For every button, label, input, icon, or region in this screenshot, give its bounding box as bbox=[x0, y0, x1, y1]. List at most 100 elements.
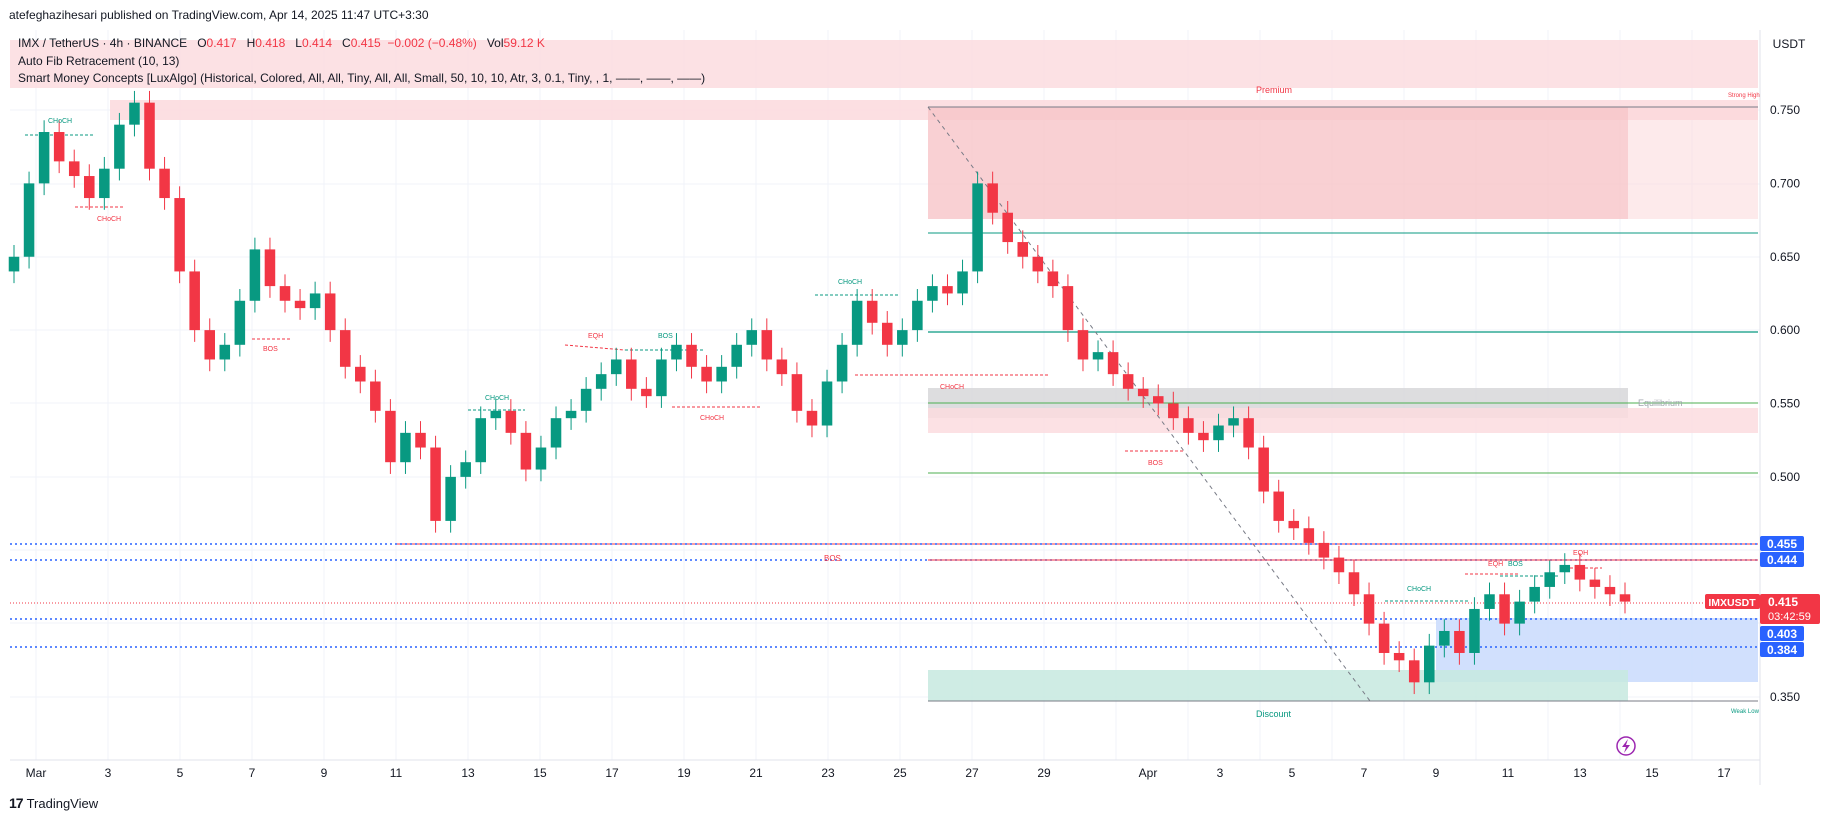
candle-body bbox=[595, 374, 607, 389]
indicator-smc[interactable]: Smart Money Concepts [LuxAlgo] (Historic… bbox=[18, 71, 706, 85]
candle-body bbox=[1062, 286, 1074, 331]
time-tick-label: 11 bbox=[1502, 766, 1515, 780]
strong-high-label: Strong High bbox=[1728, 93, 1760, 99]
candle-body bbox=[129, 102, 140, 125]
candle-body bbox=[68, 161, 80, 177]
candle-body bbox=[791, 374, 803, 411]
close-value: 0.415 bbox=[350, 36, 381, 50]
candle-body bbox=[1303, 528, 1315, 543]
symbol-title[interactable]: IMX / TetherUS · 4h · BINANCE bbox=[18, 36, 188, 50]
candle-body bbox=[912, 300, 923, 331]
volume-label: Vol bbox=[486, 36, 504, 50]
candle-body bbox=[1273, 491, 1284, 521]
time-tick-label: 23 bbox=[821, 766, 835, 780]
candle-body bbox=[430, 447, 441, 521]
level-lines bbox=[10, 543, 1758, 648]
price-tick-label: 0.700 bbox=[1770, 176, 1800, 190]
structure-label: CHoCH bbox=[700, 415, 724, 422]
candle-body bbox=[1243, 418, 1254, 448]
candle-body bbox=[671, 344, 682, 360]
close-label: C bbox=[342, 36, 351, 50]
candle-body bbox=[8, 256, 20, 272]
candle-body bbox=[445, 476, 456, 521]
candle-body bbox=[1077, 330, 1089, 360]
bearish-ob-lower bbox=[928, 408, 1758, 433]
candle-body bbox=[1213, 425, 1224, 441]
candle-body bbox=[249, 249, 261, 301]
time-tick-label: 3 bbox=[105, 766, 112, 780]
candle-body bbox=[1017, 242, 1029, 257]
candle-body bbox=[370, 381, 381, 411]
structure-label: EQH bbox=[588, 333, 603, 340]
lightning-icon[interactable] bbox=[1616, 736, 1636, 756]
candle-body bbox=[550, 418, 562, 448]
candle-body bbox=[1228, 418, 1239, 426]
low-value: 0.414 bbox=[301, 36, 333, 50]
candle-body bbox=[927, 286, 938, 301]
time-tick-label: 19 bbox=[677, 766, 691, 780]
footer-brand-label: TradingView bbox=[26, 795, 99, 811]
candle-body bbox=[1393, 652, 1405, 661]
candle-body bbox=[1574, 564, 1586, 580]
indicator-fib[interactable]: Auto Fib Retracement (10, 13) bbox=[18, 53, 180, 68]
candle-body bbox=[1454, 630, 1465, 653]
candle-body bbox=[309, 293, 321, 309]
high-value: 0.418 bbox=[255, 36, 286, 50]
time-tick-label: 5 bbox=[177, 766, 184, 780]
time-tick-label: 27 bbox=[965, 766, 979, 780]
price-tick-label: 0.500 bbox=[1770, 470, 1800, 484]
candle-body bbox=[851, 300, 863, 345]
structure-label: CHoCH bbox=[838, 279, 862, 286]
candle-body bbox=[505, 410, 517, 433]
candle-body bbox=[1333, 557, 1345, 573]
price-axis[interactable]: 0.750 0.700 0.650 0.600 0.550 0.500 0.350 bbox=[1770, 103, 1800, 704]
candle-body bbox=[1318, 542, 1330, 558]
candle-body bbox=[1258, 447, 1269, 492]
candle-body bbox=[460, 462, 471, 477]
candle-body bbox=[1047, 271, 1059, 287]
candle-body bbox=[355, 366, 366, 382]
weak-low-label: Weak Low bbox=[1731, 709, 1760, 715]
symbol-row[interactable]: IMX / TetherUS · 4h · BINANCE O0.417 H0.… bbox=[18, 35, 705, 53]
time-tick-label: 21 bbox=[749, 766, 763, 780]
time-axis[interactable]: Mar 3 5 7 9 11 13 15 17 19 21 23 25 27 29 Apr 3 5 7 9 11 13 15… bbox=[26, 766, 1731, 780]
candle-body bbox=[1544, 572, 1555, 587]
candle-body bbox=[1529, 586, 1540, 602]
candle-body bbox=[204, 330, 215, 360]
candle-body bbox=[641, 388, 652, 397]
candle-body bbox=[1604, 586, 1616, 595]
last-price: 0.415 bbox=[1768, 595, 1798, 609]
candle-body bbox=[1092, 352, 1104, 360]
candle-body bbox=[159, 168, 170, 199]
candle-body bbox=[189, 271, 200, 331]
candle-body bbox=[520, 432, 532, 470]
structure-label: CHoCH bbox=[97, 216, 121, 223]
candle-body bbox=[1198, 432, 1209, 441]
change-value: −0.002 (−0.48%) bbox=[387, 36, 477, 50]
price-tick-label: 0.750 bbox=[1770, 103, 1800, 117]
time-tick-label: Mar bbox=[26, 766, 47, 780]
footer-brand[interactable]: 17 TradingView bbox=[9, 795, 98, 811]
currency-button[interactable]: USDT bbox=[1772, 37, 1806, 51]
candle-body bbox=[1439, 630, 1450, 646]
symbol-tag: IMXUSDT bbox=[1708, 597, 1756, 609]
discount-zone bbox=[928, 670, 1628, 701]
candle-body bbox=[701, 366, 712, 382]
candle-body bbox=[490, 410, 502, 419]
time-tick-label: 9 bbox=[321, 766, 328, 780]
time-tick-label: 7 bbox=[249, 766, 256, 780]
candle-body bbox=[1183, 418, 1194, 433]
time-tick-label: 29 bbox=[1037, 766, 1051, 780]
candle-body bbox=[1378, 623, 1390, 653]
candle-body bbox=[1107, 352, 1119, 375]
price-tick-label: 0.600 bbox=[1770, 323, 1800, 337]
time-tick-label: 15 bbox=[533, 766, 547, 780]
time-tick-label: Apr bbox=[1139, 766, 1158, 780]
candle-body bbox=[38, 132, 50, 184]
candle-body bbox=[475, 418, 487, 463]
candle-body bbox=[565, 410, 577, 419]
candle-body bbox=[234, 300, 246, 345]
candle-body bbox=[731, 344, 742, 367]
candle-body bbox=[1619, 594, 1631, 602]
